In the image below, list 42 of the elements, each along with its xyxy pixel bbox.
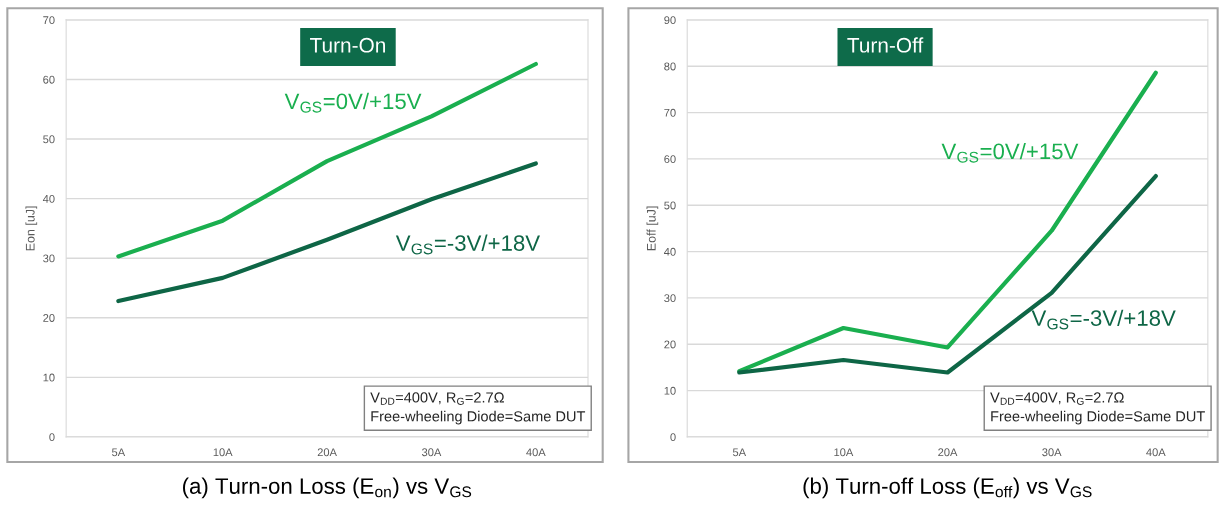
series-label: V$_{GS}$=-3V/+18V <box>1031 309 1176 330</box>
y-tick-label: 10 <box>43 373 55 382</box>
x-tick-label: 20A <box>938 448 958 457</box>
line-series <box>116 161 538 304</box>
y-tick-label: 80 <box>664 62 676 71</box>
annotation: V$_{DD}$=400V, R$_{G}$=2.7Ω Free-wheeling Diode=Same DUT <box>370 392 586 425</box>
y-tick-label: 20 <box>664 340 676 349</box>
y-tick-label: 0 <box>670 433 676 442</box>
text: Turn-On <box>310 37 385 53</box>
y-tick-label: 30 <box>43 254 55 263</box>
text: (b) Turn-off Loss (E$_{off}$) vs V$_{GS}$ <box>803 477 1092 499</box>
y-axis-title: Eon [uJ] <box>25 206 38 251</box>
x-tick-label: 5A <box>732 448 747 457</box>
y-tick-label: 90 <box>664 16 676 25</box>
x-tick-label: 40A <box>526 448 546 457</box>
y-tick-label: 50 <box>43 135 55 144</box>
x-tick-label: 30A <box>1042 448 1062 457</box>
y-tick-label: 60 <box>43 75 55 84</box>
text: (a) Turn-on Loss (E$_{on}$) vs V$_{GS}$ <box>183 477 472 499</box>
y-tick-label: 50 <box>664 201 676 210</box>
series-label: V$_{GS}$=-3V/+18V <box>395 234 540 255</box>
x-tick-label: 40A <box>1146 448 1166 457</box>
y-tick-label: 10 <box>664 386 676 395</box>
y-axis-title: Eoff [uJ] <box>646 206 659 251</box>
line-series <box>116 61 538 259</box>
y-tick-label: 70 <box>664 108 676 117</box>
y-tick-label: 30 <box>664 294 676 303</box>
x-tick-label: 30A <box>421 448 442 457</box>
series-label: V$_{GS}$=0V/+15V <box>941 142 1079 163</box>
annotation: V$_{DD}$=400V, R$_{G}$=2.7Ω Free-wheeling Diode=Same DUT <box>990 392 1205 425</box>
y-tick-label: 0 <box>49 433 55 442</box>
y-tick-label: 40 <box>664 247 676 256</box>
series-label: V$_{GS}$=0V/+15V <box>284 92 422 113</box>
y-tick-label: 20 <box>43 314 55 322</box>
x-tick-label: 10A <box>213 448 233 457</box>
y-tick-label: 40 <box>42 194 55 203</box>
x-tick-label: 5A <box>111 448 126 457</box>
y-tick-label: 60 <box>664 155 676 164</box>
x-tick-label: 20A <box>317 448 337 457</box>
text: Turn-Off <box>847 37 924 53</box>
x-tick-label: 10A <box>834 448 854 457</box>
y-tick-label: 70 <box>43 16 55 25</box>
